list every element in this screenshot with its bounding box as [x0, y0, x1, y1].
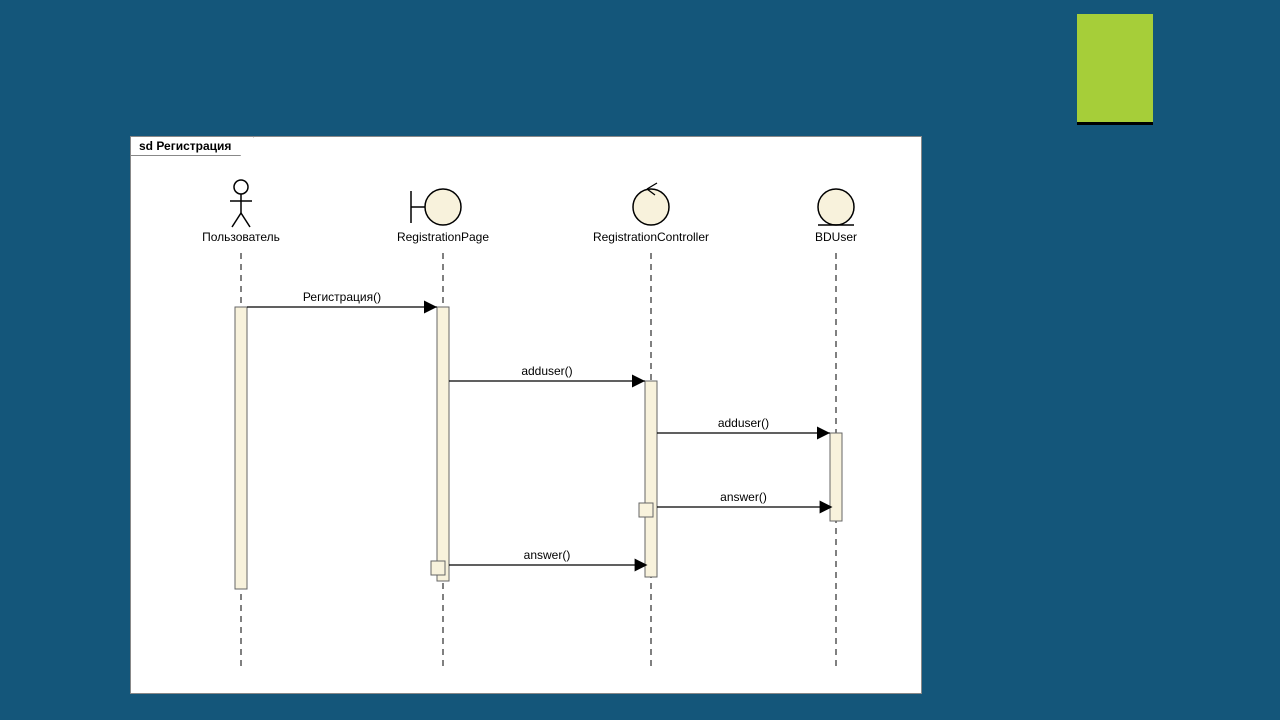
svg-text:RegistrationController: RegistrationController [593, 230, 709, 244]
svg-text:answer(): answer() [720, 490, 767, 504]
sequence-diagram-svg: Пользователь RegistrationPage Registration… [131, 137, 921, 693]
svg-text:BDUser: BDUser [815, 230, 857, 244]
svg-text:Пользователь: Пользователь [202, 230, 280, 244]
accent-tab [1077, 14, 1153, 125]
svg-text:RegistrationPage: RegistrationPage [397, 230, 489, 244]
sequence-diagram-frame: sd Регистрация Пользователь RegistrationP… [130, 136, 922, 694]
svg-text:Регистрация(): Регистрация() [303, 290, 381, 304]
diagram-title: sd Регистрация [130, 136, 254, 156]
svg-text:answer(): answer() [524, 548, 571, 562]
svg-text:adduser(): adduser() [718, 416, 769, 430]
svg-text:adduser(): adduser() [521, 364, 572, 378]
slide-background: sd Регистрация Пользователь RegistrationP… [0, 0, 1280, 720]
